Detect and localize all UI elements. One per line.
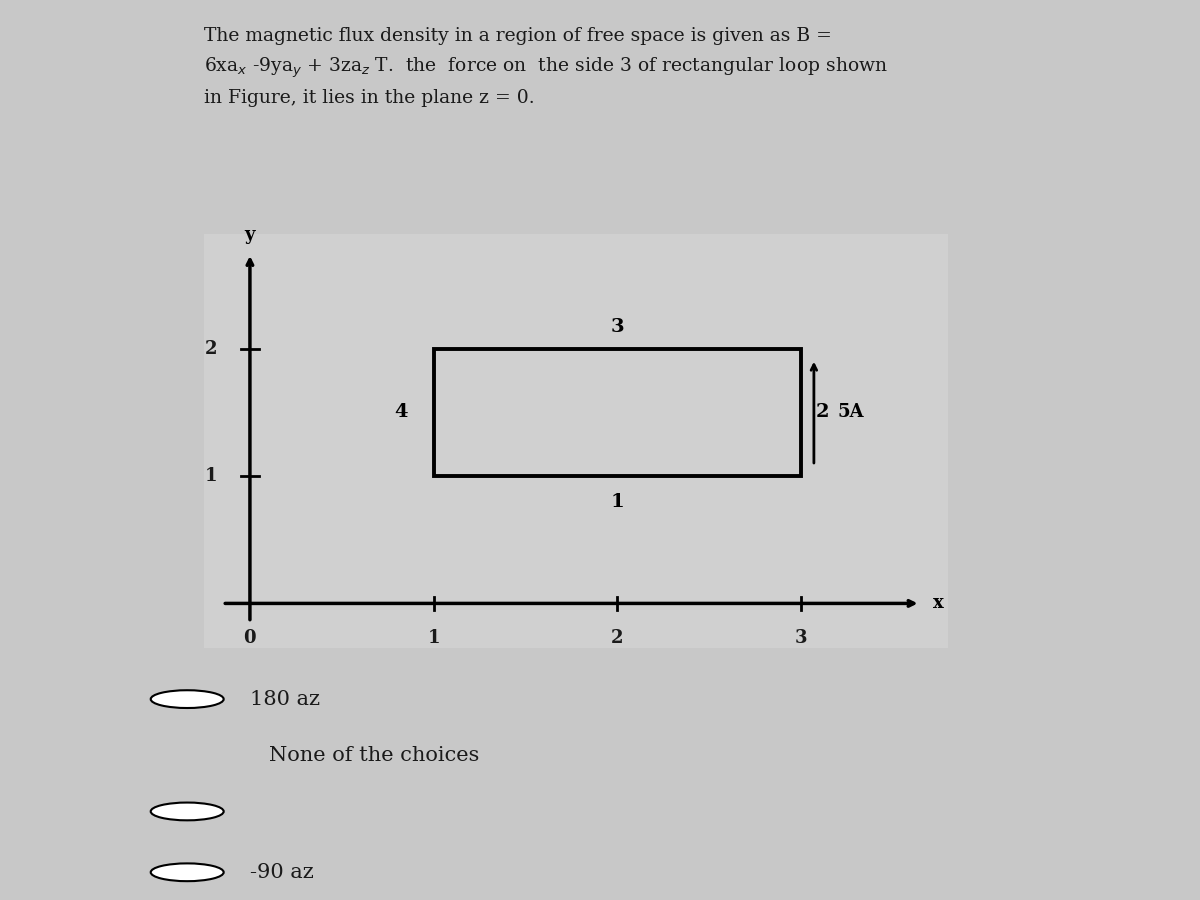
Text: 1: 1 <box>427 629 440 647</box>
Text: -90 az: -90 az <box>250 863 313 882</box>
Text: 2: 2 <box>611 629 624 647</box>
Circle shape <box>151 803 223 820</box>
Text: y: y <box>245 226 256 244</box>
Text: 3: 3 <box>611 318 624 336</box>
Text: 180 az: 180 az <box>250 689 319 708</box>
Text: 3: 3 <box>794 629 808 647</box>
Text: x: x <box>934 594 944 612</box>
Text: 1: 1 <box>611 492 624 510</box>
Text: 0: 0 <box>244 629 257 647</box>
Text: The magnetic flux density in a region of free space is given as B =
6xa$_x$ -9ya: The magnetic flux density in a region of… <box>204 27 888 107</box>
Text: None of the choices: None of the choices <box>269 746 479 765</box>
Text: 2: 2 <box>816 403 829 421</box>
Circle shape <box>151 863 223 881</box>
Text: 1: 1 <box>204 467 217 485</box>
Circle shape <box>151 690 223 708</box>
Text: 4: 4 <box>395 403 408 421</box>
Text: 5A: 5A <box>838 403 864 421</box>
Text: 2: 2 <box>204 339 217 357</box>
